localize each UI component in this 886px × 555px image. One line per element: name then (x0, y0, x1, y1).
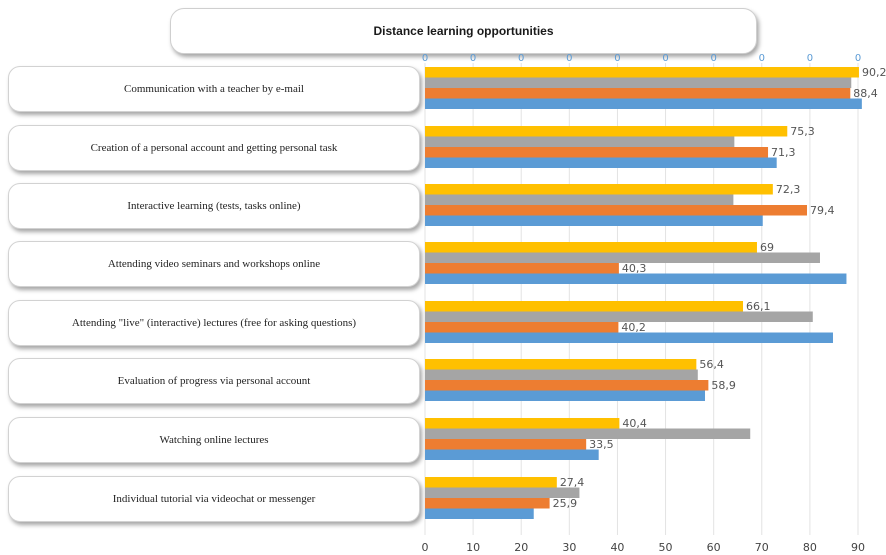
category-label: Watching online lectures (8, 417, 420, 463)
category-label: Interactive learning (tests, tasks onlin… (8, 183, 420, 229)
top-tick-label: 0 (759, 53, 765, 64)
x-tick-label: 70 (755, 541, 769, 554)
bar (425, 449, 599, 460)
data-label: 40,3 (622, 262, 647, 275)
data-label: 58,9 (711, 379, 736, 392)
x-tick-label: 60 (707, 541, 721, 554)
chart-title: Distance learning opportunities (170, 8, 757, 54)
bar (425, 205, 808, 216)
top-tick-label: 0 (566, 53, 572, 64)
top-tick-label: 0 (518, 53, 524, 64)
category-label: Evaluation of progress via personal acco… (8, 358, 420, 404)
data-label: 90,2 (862, 66, 886, 79)
category-label: Communication with a teacher by e-mail (8, 66, 420, 112)
top-tick-label: 0 (807, 53, 813, 64)
bar (425, 439, 587, 450)
top-tick-label: 0 (710, 53, 716, 64)
bar (425, 359, 697, 370)
data-label: 79,4 (810, 204, 835, 217)
data-label: 27,4 (560, 476, 585, 489)
category-label: Attending "live" (interactive) lectures … (8, 300, 420, 346)
bar (425, 98, 862, 109)
bar (425, 487, 580, 498)
top-tick-label: 0 (662, 53, 668, 64)
data-label: 40,2 (621, 321, 646, 334)
bar (425, 418, 620, 429)
x-tick-label: 30 (562, 541, 576, 554)
top-tick-label: 0 (855, 53, 861, 64)
bar (425, 311, 813, 322)
category-label: Creation of a personal account and getti… (8, 125, 420, 171)
x-tick-label: 40 (610, 541, 624, 554)
bar (425, 273, 847, 284)
bar (425, 322, 619, 333)
data-label: 40,4 (622, 417, 647, 430)
x-tick-label: 80 (803, 541, 817, 554)
data-label: 71,3 (771, 146, 796, 159)
bar (425, 88, 851, 99)
data-label: 66,1 (746, 300, 771, 313)
data-label: 25,9 (553, 497, 578, 510)
data-label: 72,3 (776, 183, 801, 196)
data-label: 56,4 (699, 358, 724, 371)
bar (425, 215, 763, 226)
top-tick-label: 0 (614, 53, 620, 64)
bar (425, 508, 534, 519)
top-tick-label: 0 (422, 53, 428, 64)
x-tick-label: 20 (514, 541, 528, 554)
data-label: 75,3 (790, 125, 815, 138)
bar (425, 252, 820, 263)
bar (425, 242, 757, 253)
x-tick-label: 10 (466, 541, 480, 554)
data-label: 88,4 (853, 87, 878, 100)
x-tick-label: 0 (422, 541, 429, 554)
bar (425, 194, 734, 205)
bar (425, 428, 751, 439)
bar (425, 184, 773, 195)
bar (425, 390, 706, 401)
category-label: Individual tutorial via videochat or mes… (8, 476, 420, 522)
bar (425, 498, 550, 509)
top-tick-label: 0 (470, 53, 476, 64)
category-label: Attending video seminars and workshops o… (8, 241, 420, 287)
bar (425, 77, 852, 88)
bar (425, 147, 769, 158)
data-label: 33,5 (589, 438, 614, 451)
bar (425, 477, 557, 488)
bar (425, 136, 735, 147)
bar (425, 369, 698, 380)
bar (425, 332, 833, 343)
bar (425, 380, 709, 391)
bar (425, 126, 788, 137)
bar (425, 67, 859, 78)
bar (425, 157, 777, 168)
data-label: 69 (760, 241, 774, 254)
bar (425, 263, 619, 274)
bar (425, 301, 744, 312)
x-tick-label: 50 (659, 541, 673, 554)
x-tick-label: 90 (851, 541, 865, 554)
